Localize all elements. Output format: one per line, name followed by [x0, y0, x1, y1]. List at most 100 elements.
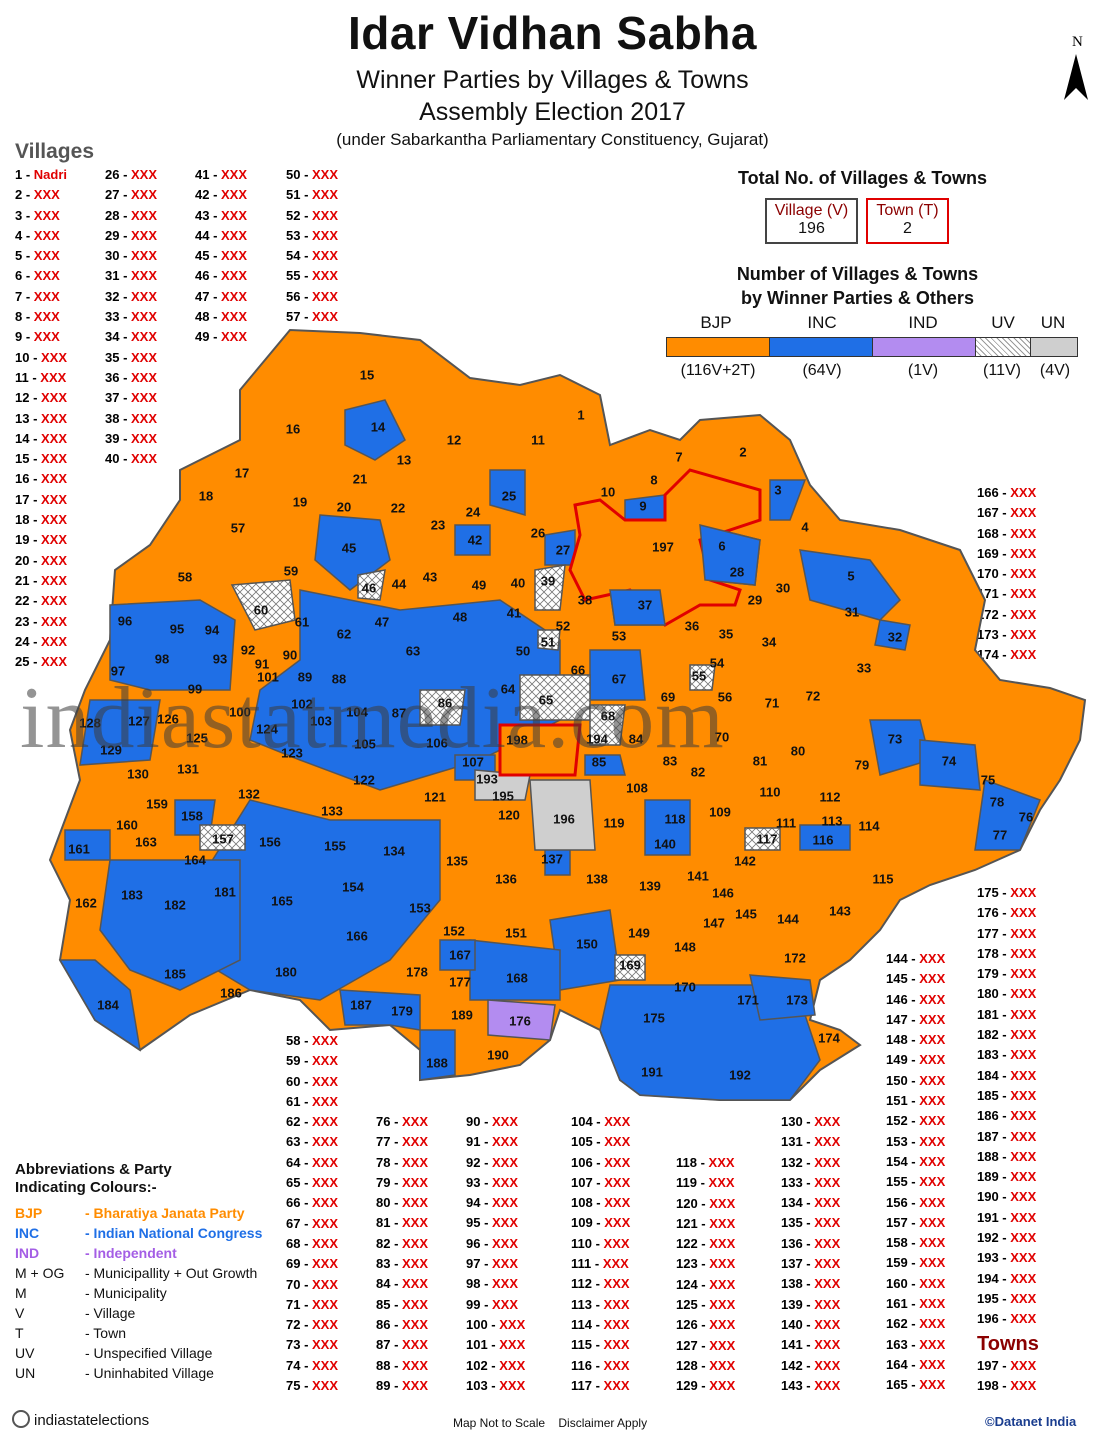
village-label-42: 42	[468, 532, 482, 547]
village-label-18: 18	[199, 488, 213, 503]
list-item-name: XXX	[1010, 606, 1037, 622]
list-item-number: 168 -	[977, 525, 1011, 541]
list-item-name: XXX	[41, 451, 68, 467]
list-item-number: 193 -	[977, 1250, 1011, 1266]
list-item: 132 - XXX	[781, 1153, 840, 1173]
list-item-name: XXX	[1010, 586, 1037, 602]
list-item-number: 64 -	[286, 1154, 313, 1170]
region-inc	[249, 589, 561, 791]
list-item: 110 - XXX	[571, 1234, 630, 1254]
list-item: 46 - XXX	[195, 266, 247, 286]
list-item: 98 - XXX	[466, 1274, 525, 1294]
list-item-name: XXX	[221, 227, 248, 243]
village-label-6: 6	[718, 538, 725, 553]
list-item-number: 77 -	[376, 1134, 403, 1150]
list-item: 126 - XXX	[676, 1315, 735, 1335]
list-item-name: XXX	[604, 1134, 631, 1150]
list-item-name: XXX	[814, 1256, 841, 1272]
list-item: 185 - XXX	[977, 1086, 1036, 1106]
list-item-number: 116 -	[571, 1357, 604, 1373]
list-item-name: XXX	[1010, 1128, 1037, 1144]
village-label-7: 7	[675, 449, 682, 464]
list-item-number: 103 -	[466, 1377, 500, 1393]
village-label-28: 28	[730, 564, 744, 579]
list-item-name: XXX	[814, 1235, 841, 1251]
list-item: 42 - XXX	[195, 185, 247, 205]
list-item-name: XXX	[312, 1093, 339, 1109]
village-label-182: 182	[164, 897, 186, 912]
list-item-number: 17 -	[15, 491, 42, 507]
village-label-125: 125	[186, 730, 208, 745]
village-list-col8: 104 - XXX 105 - XXX 106 - XXX 107 - XXX 108 …	[571, 1112, 630, 1396]
village-label-24: 24	[466, 504, 481, 519]
list-item-name: XXX	[919, 1214, 946, 1230]
village-label-39: 39	[541, 573, 555, 588]
brand-logo-icon	[12, 1410, 30, 1428]
list-item-number: 66 -	[286, 1195, 313, 1211]
list-item: 146 - XXX	[886, 990, 945, 1010]
list-item-number: 11 -	[15, 369, 41, 385]
list-item: 90 - XXX	[466, 1112, 525, 1132]
list-item-name: XXX	[602, 1256, 629, 1272]
watermark: indiastatmedia.com	[20, 670, 725, 767]
list-item: 158 - XXX	[886, 1233, 945, 1253]
village-label-143: 143	[829, 903, 851, 918]
list-item-number: 104 -	[571, 1114, 605, 1129]
list-item-name: XXX	[312, 1033, 339, 1048]
list-item-name: XXX	[41, 430, 68, 446]
list-item-number: 169 -	[977, 545, 1011, 561]
list-item-number: 14 -	[15, 430, 42, 446]
list-item-number: 132 -	[781, 1154, 815, 1170]
list-item-name: XXX	[33, 288, 60, 304]
village-label-2: 2	[739, 444, 746, 459]
village-list-col5: 58 - XXX 59 - XXX 60 - XXX 61 - XXX 62 - XXX…	[286, 1031, 338, 1396]
winners-title-line1: Number of Villages & Towns	[736, 264, 979, 284]
list-item-number: 109 -	[571, 1215, 605, 1231]
region-inc	[919, 739, 981, 791]
abbreviation-key: UN	[15, 1365, 36, 1381]
village-label-98: 98	[155, 651, 169, 666]
list-item: 52 - XXX	[286, 206, 338, 226]
list-item-number: 161 -	[886, 1296, 920, 1312]
list-item-number: 47 -	[195, 288, 222, 304]
list-item-name: XXX	[814, 1134, 841, 1150]
list-item-number: 31 -	[105, 268, 132, 284]
list-item-name: XXX	[41, 593, 68, 609]
village-label-35: 35	[719, 626, 733, 641]
list-item: 38 - XXX	[105, 409, 157, 429]
list-item-name: XXX	[312, 227, 339, 243]
list-item-name: XXX	[312, 1195, 339, 1211]
list-item-number: 41 -	[195, 167, 222, 182]
list-item-name: XXX	[1010, 1230, 1037, 1246]
list-item-number: 98 -	[466, 1276, 493, 1292]
list-item: 105 - XXX	[571, 1132, 630, 1152]
village-label-95: 95	[170, 621, 184, 636]
list-item-name: XXX	[312, 1053, 339, 1069]
list-item-number: 60 -	[286, 1073, 313, 1089]
list-item-name: XXX	[221, 167, 248, 182]
list-item: 8 - XXX	[15, 307, 67, 327]
village-label-186: 186	[220, 985, 242, 1000]
list-item: 183 - XXX	[977, 1045, 1036, 1065]
region-inc	[974, 778, 1041, 851]
list-item-number: 83 -	[376, 1256, 403, 1272]
village-label-57: 57	[231, 520, 245, 535]
abbreviation-value: - Unspecified Village	[85, 1345, 213, 1361]
list-item-name: XXX	[312, 1337, 339, 1353]
list-item-name: XXX	[1010, 1169, 1037, 1185]
list-item: 159 - XXX	[886, 1253, 945, 1273]
list-item-number: 45 -	[195, 248, 222, 264]
list-item-number: 188 -	[977, 1148, 1011, 1164]
village-label-96: 96	[118, 613, 132, 628]
list-item: 155 - XXX	[886, 1172, 945, 1192]
village-label-129: 129	[100, 742, 122, 757]
village-label-161: 161	[68, 841, 90, 856]
list-item-name: XXX	[131, 268, 158, 284]
list-item-number: 131 -	[781, 1134, 815, 1150]
village-label-136: 136	[495, 871, 517, 886]
list-item-number: 15 -	[15, 451, 42, 467]
village-label-73: 73	[888, 731, 902, 746]
legend-swatch-bjp	[667, 338, 770, 356]
list-item-name: XXX	[312, 248, 339, 264]
village-label-49: 49	[472, 577, 486, 592]
